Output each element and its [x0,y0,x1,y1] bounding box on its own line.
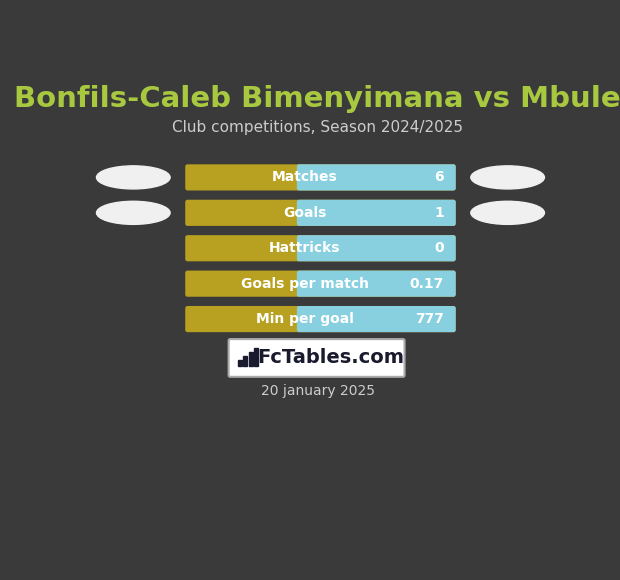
FancyBboxPatch shape [185,270,456,297]
Text: 6: 6 [435,171,444,184]
FancyBboxPatch shape [297,164,456,190]
Text: 1: 1 [435,206,444,220]
Ellipse shape [471,201,544,224]
Text: Club competitions, Season 2024/2025: Club competitions, Season 2024/2025 [172,120,463,135]
Text: Bonfils-Caleb Bimenyimana vs Mbule: Bonfils-Caleb Bimenyimana vs Mbule [14,85,620,113]
FancyBboxPatch shape [185,200,456,226]
Text: 777: 777 [415,312,444,326]
Bar [238,360,242,365]
FancyBboxPatch shape [185,235,456,262]
Text: Matches: Matches [272,171,338,184]
Text: Min per goal: Min per goal [256,312,354,326]
FancyBboxPatch shape [185,306,456,332]
Text: FcTables.com: FcTables.com [257,349,404,368]
Ellipse shape [97,201,170,224]
Bar [249,352,253,365]
Text: Goals: Goals [283,206,327,220]
Text: Hattricks: Hattricks [269,241,341,255]
Ellipse shape [97,166,170,189]
Bar [243,356,247,365]
FancyBboxPatch shape [297,306,456,332]
Text: 0.17: 0.17 [410,277,444,291]
FancyBboxPatch shape [297,235,456,262]
Ellipse shape [471,166,544,189]
Bar [254,348,258,365]
FancyBboxPatch shape [185,164,456,190]
FancyBboxPatch shape [297,270,456,297]
Text: Goals per match: Goals per match [241,277,369,291]
Text: 0: 0 [435,241,444,255]
FancyBboxPatch shape [229,339,404,377]
Text: 20 january 2025: 20 january 2025 [261,385,374,398]
FancyBboxPatch shape [297,200,456,226]
